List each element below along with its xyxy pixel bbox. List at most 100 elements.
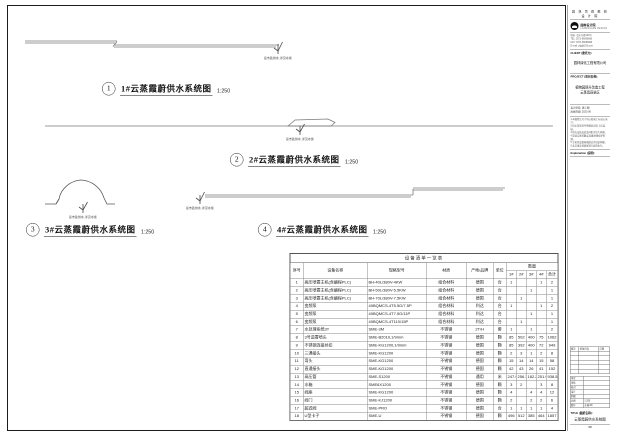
- signature-table: 审定 审核 校对: [570, 375, 611, 408]
- revision-row: [569, 368, 611, 374]
- cell-no: 14: [290, 380, 304, 390]
- cell-material: 组合材料: [426, 286, 467, 295]
- col-header-q3: 3#: [526, 270, 537, 279]
- cell-qtotal: 152: [545, 364, 559, 374]
- cell-no: 5: [290, 309, 304, 319]
- cell-material: 不锈钢: [426, 341, 467, 350]
- cell-qtotal: 1: [545, 309, 559, 319]
- cell-qtotal: 2: [545, 325, 559, 335]
- cell-material: 不锈钢: [426, 388, 467, 397]
- diagram-1-label: 1 1#云蒸霞蔚供水系统图 1:250: [102, 81, 231, 96]
- cell-qtotal: 4: [545, 404, 559, 413]
- cell-material: 不锈钢: [426, 333, 467, 342]
- diagram-4-label: 4 4#云蒸霞蔚供水系统图 1:250: [258, 222, 386, 237]
- cell-name: 变频泵: [303, 317, 368, 327]
- cell-unit: 颗: [493, 380, 507, 390]
- cell-q1: [506, 317, 517, 327]
- diagram-2-label: 2 2#云蒸霞蔚供水系统图 1:250: [230, 152, 358, 167]
- cell-q4: 464: [536, 412, 547, 421]
- cell-material: 组合材料: [426, 309, 467, 319]
- cell-model: SME-S1200: [367, 372, 427, 382]
- cell-q1: 2: [506, 349, 517, 358]
- cell-q4: [536, 309, 547, 319]
- contact-line: 地址: 金水东路100号: [570, 34, 592, 37]
- cell-q2: 2: [516, 380, 527, 390]
- cell-material: 不锈钢: [426, 349, 467, 358]
- col-header-qtotal: 合计: [545, 270, 559, 279]
- table-row: 6 变频泵 40BQMCS-4T110/15P 组合材料 利达 台 1 1: [290, 317, 559, 327]
- cell-q3: 1: [526, 349, 537, 358]
- cell-name: 三通接头: [303, 349, 368, 358]
- note-line: 4.管道沿地形敷设,隐蔽处做保护处理。: [570, 134, 606, 141]
- col-header-name: 设备名称: [303, 262, 368, 279]
- company-identity: 园林设计院 LANDSCAPE DESIGN: [570, 20, 610, 33]
- cell-model: SME-KG1200: [367, 388, 427, 397]
- table-row: 15 阀座 SME-KG1200 不锈钢 德国 颗 4 4 4 12: [290, 388, 559, 397]
- cell-brand: 2T/H: [466, 325, 494, 335]
- cell-model: SME-3M: [367, 325, 427, 335]
- cell-name: 高压喷雾主机(含编程PLC): [303, 294, 368, 303]
- note-line: 3.喷头安装高度及间距详见大样图。: [570, 131, 607, 134]
- cell-brand: 德国: [466, 341, 494, 350]
- cell-unit: 颗: [493, 357, 507, 366]
- cell-no: 9: [290, 341, 304, 350]
- cell-q1: 496: [506, 412, 517, 421]
- cell-model: SME-KG1200: [367, 349, 427, 358]
- col-header-brand: 产地/品牌: [466, 262, 494, 279]
- cell-no: 6: [290, 317, 304, 327]
- cell-unit: 颗: [493, 349, 507, 358]
- cell-name: 弯头: [303, 357, 368, 366]
- cell-name: 高压喷雾主机(含编程PLC): [303, 278, 368, 287]
- table-row: 5 变频泵 40BQMCS-4T7.5G/11P 组合材料 利达 台 1 1: [290, 309, 559, 319]
- table-row: 11 弯头 SME-KG1200 不锈钢 德国 颗 15 14 14 15 58: [290, 357, 559, 366]
- cell-q4: 2: [536, 396, 547, 405]
- diagram-scale: 1:250: [217, 88, 231, 94]
- cell-qtotal: 1: [545, 286, 559, 295]
- cell-qtotal: 6: [545, 396, 559, 405]
- cell-name: 阀座: [303, 388, 368, 397]
- diagram-number-circle: 4: [258, 222, 272, 237]
- cell-material: 不锈钢: [426, 357, 467, 366]
- cell-q3: [526, 317, 537, 327]
- project-value: 植物园提升改造工程 云蒸霞蔚景区: [570, 79, 610, 105]
- cell-name: 直通接头: [303, 364, 368, 374]
- cell-no: 2: [290, 286, 304, 295]
- cell-q4: 72: [536, 341, 547, 350]
- col-header-q4: 4#: [536, 270, 547, 279]
- cell-q1: [506, 286, 517, 295]
- cell-qtotal: 2: [545, 302, 559, 311]
- cell-q1: 247.98: [506, 372, 517, 382]
- cell-material: 组合材料: [426, 294, 467, 303]
- equipment-table-title: 设备清单一览表: [289, 253, 559, 263]
- cell-qtotal: 2: [545, 278, 559, 287]
- cell-name: 超滤阀: [303, 404, 368, 413]
- cell-q2: [516, 302, 527, 311]
- cell-unit: 台: [493, 286, 507, 295]
- client-value: 园林绿化工程有限公司: [570, 56, 610, 74]
- cell-q1: [506, 294, 517, 303]
- diagram-2-pipeline: [45, 118, 553, 127]
- cell-q4: [536, 286, 547, 295]
- cell-q2: [516, 388, 527, 397]
- company-name: 园林设计院: [580, 24, 596, 27]
- cell-name: 高压喷雾主机(含编程PLC): [303, 286, 368, 295]
- cell-material: 不锈钢: [426, 364, 467, 374]
- cell-no: 12: [290, 364, 304, 374]
- diagram-3-mound-outline: [45, 179, 115, 205]
- annotation-text: 接市政供水,详见水施: [185, 207, 215, 210]
- cell-q2: 1: [516, 404, 527, 413]
- cell-qtotal: 1857: [545, 412, 559, 421]
- cell-model: SME-KG1200: [367, 357, 427, 366]
- cell-name: 高压管: [303, 372, 368, 382]
- cell-no: 16: [290, 396, 304, 405]
- cell-brand: 德国: [466, 349, 494, 358]
- diagram-1-connection-symbol: [273, 41, 283, 54]
- cell-name: U型卡子: [303, 412, 368, 421]
- cell-unit: 颗: [493, 412, 507, 421]
- cell-brand: 通用: [466, 372, 494, 382]
- cell-material: 组合材料: [426, 302, 467, 311]
- cell-unit: 米: [493, 372, 507, 382]
- cell-q2: 512: [516, 412, 527, 421]
